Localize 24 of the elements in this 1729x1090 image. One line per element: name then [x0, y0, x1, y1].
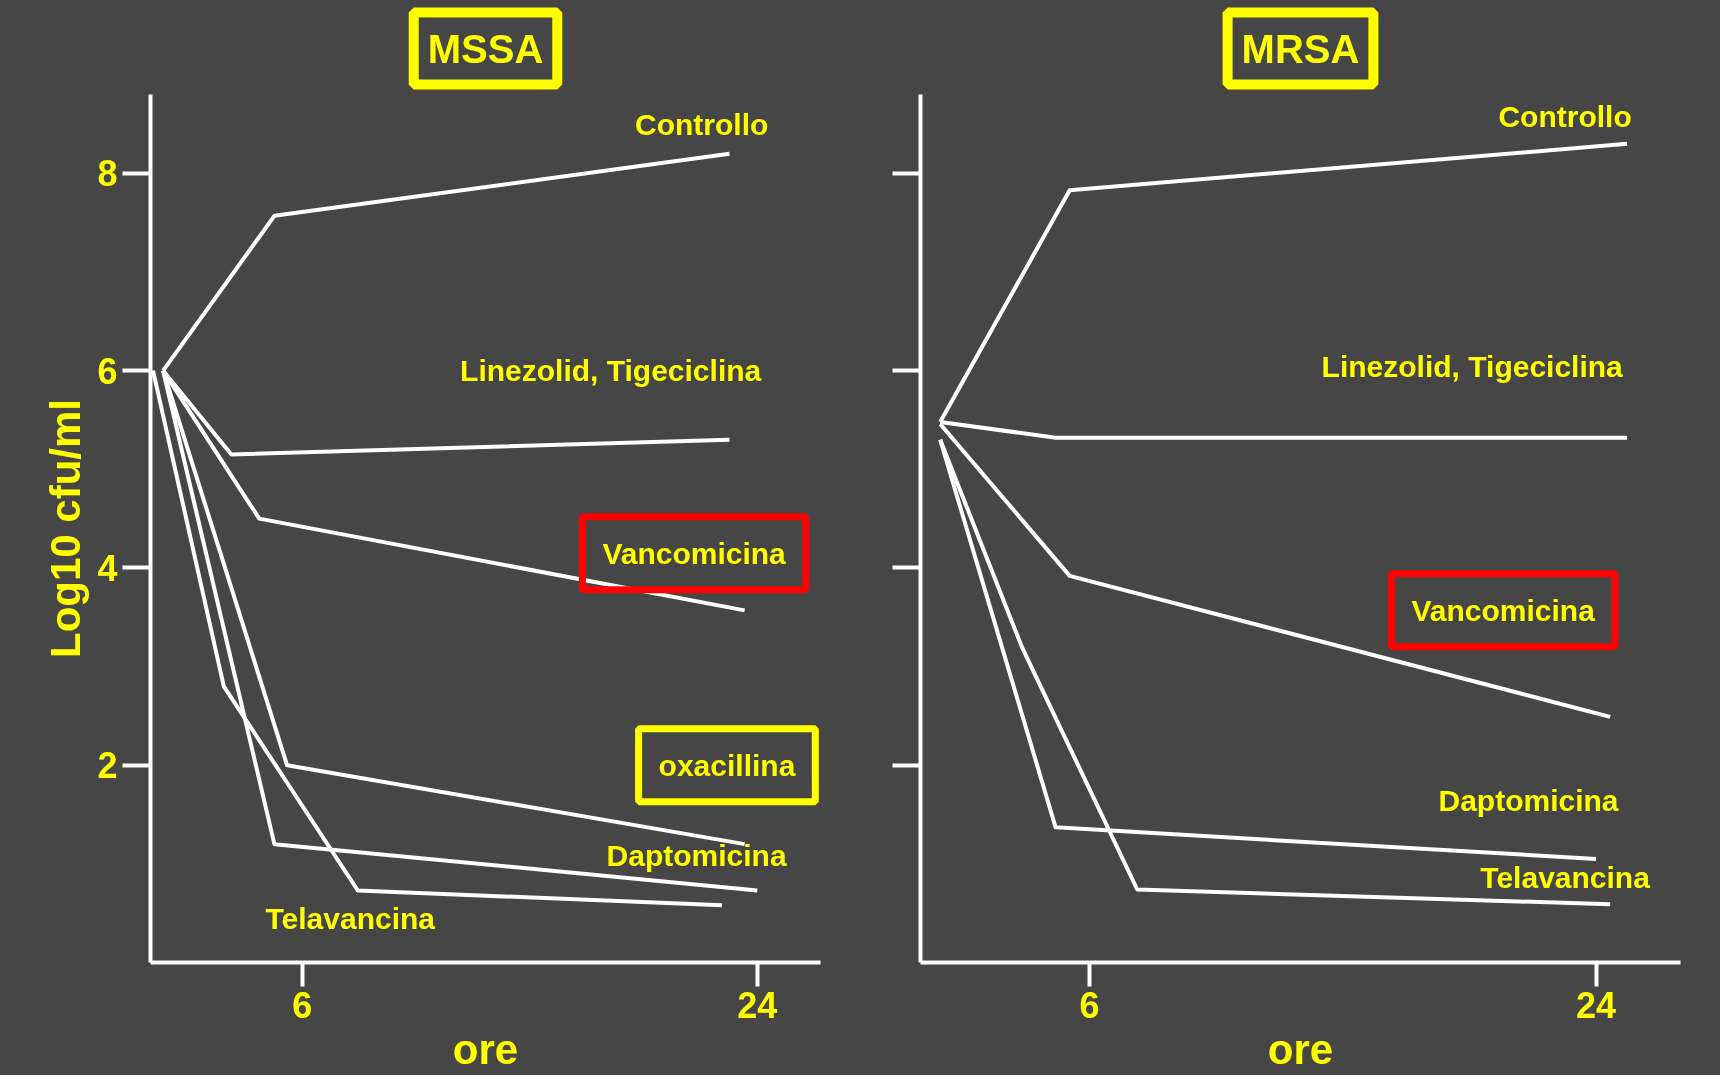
series-label: Daptomicina	[1438, 784, 1619, 818]
y-axis-title: Log10 cfu/ml	[42, 398, 90, 659]
y-tick-label: 2	[97, 745, 118, 787]
x-tick-label: 6	[1079, 984, 1100, 1026]
series-label: Telavancina	[265, 901, 436, 935]
chart-title: MRSA	[1241, 26, 1360, 71]
series-label: Vancomicina	[602, 536, 787, 570]
chart-title: MSSA	[427, 26, 544, 71]
series-label: Daptomicina	[606, 839, 787, 873]
x-tick-label: 24	[737, 984, 778, 1026]
x-tick-label: 24	[1576, 984, 1617, 1026]
series-label: Telavancina	[1480, 861, 1651, 895]
x-axis-title: ore	[452, 1025, 519, 1073]
text: Linezolid, Tigeciclina	[460, 354, 762, 388]
y-tick-label: 8	[97, 153, 118, 195]
series-label: Controllo	[1498, 99, 1632, 133]
x-tick-label: 6	[292, 984, 313, 1026]
series-label: Vancomicina	[1411, 593, 1596, 627]
series-label: Linezolid, Tigeciclina	[1321, 350, 1624, 384]
series-label: Controllo	[635, 107, 769, 141]
y-tick-label: 6	[97, 350, 118, 392]
y-tick-label: 4	[97, 547, 118, 589]
series-label: oxacillina	[658, 748, 796, 782]
x-axis-title: ore	[1267, 1025, 1334, 1073]
